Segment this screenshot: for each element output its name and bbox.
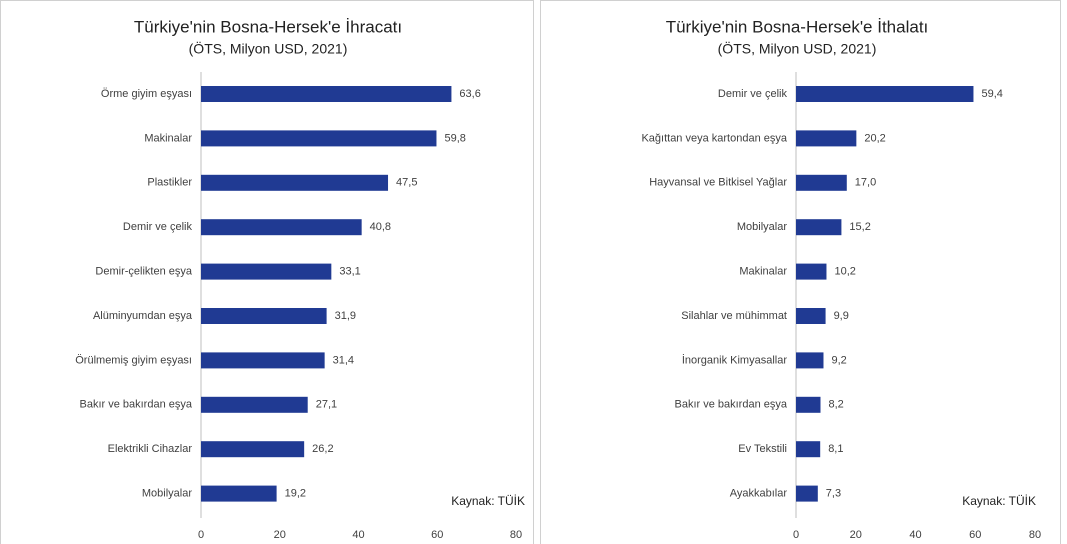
value-label: 47,5 — [396, 177, 417, 189]
y-tick-label: Ev Tekstili — [738, 443, 787, 455]
y-tick-label: Alüminyumdan eşya — [93, 310, 193, 322]
y-tick-label: Bakır ve bakırdan eşya — [79, 399, 192, 411]
x-tick-label: 60 — [431, 529, 443, 541]
y-tick-label: Elektrikli Cihazlar — [108, 443, 193, 455]
bar — [796, 485, 818, 502]
bar — [201, 263, 332, 280]
x-tick-label: 60 — [969, 529, 981, 541]
y-tick-label: Demir ve çelik — [718, 88, 788, 100]
value-label: 17,0 — [855, 177, 876, 189]
bar — [796, 352, 824, 369]
x-tick-label: 0 — [198, 529, 204, 541]
panel — [540, 0, 1061, 544]
value-label: 26,2 — [312, 443, 333, 455]
value-label: 7,3 — [826, 488, 841, 500]
bar — [201, 219, 362, 236]
chart-title: Türkiye'nin Bosna-Hersek'e İthalatı — [666, 17, 929, 36]
y-tick-label: Örme giyim eşyası — [101, 88, 192, 100]
value-label: 8,1 — [828, 443, 843, 455]
bar — [201, 441, 305, 458]
bar — [201, 308, 327, 324]
bar — [201, 174, 389, 191]
value-label: 40,8 — [370, 221, 391, 233]
y-tick-label: Ayakkabılar — [730, 488, 788, 500]
bar — [201, 86, 452, 102]
y-tick-label: Plastikler — [147, 177, 192, 189]
x-tick-label: 20 — [850, 529, 862, 541]
x-tick-label: 80 — [1029, 529, 1041, 541]
value-label: 9,9 — [834, 310, 849, 322]
bar — [796, 130, 857, 147]
value-label: 19,2 — [285, 488, 306, 500]
bar — [201, 485, 277, 502]
x-tick-label: 20 — [274, 529, 286, 541]
bar — [796, 86, 974, 102]
x-tick-label: 40 — [909, 529, 921, 541]
y-tick-label: İnorganik Kimyasallar — [682, 353, 787, 366]
y-tick-label: Mobilyalar — [142, 488, 192, 500]
panel — [0, 0, 534, 544]
y-tick-label: Makinalar — [144, 132, 192, 144]
value-label: 27,1 — [316, 399, 337, 411]
y-tick-label: Makinalar — [739, 266, 787, 278]
value-label: 15,2 — [849, 221, 870, 233]
bar — [201, 130, 437, 147]
annotation: Kaynak: TÜİK — [451, 494, 525, 508]
x-tick-label: 0 — [793, 529, 799, 541]
y-tick-label: Demir-çelikten eşya — [95, 266, 192, 278]
bar — [796, 396, 821, 413]
bar — [796, 174, 847, 191]
y-tick-label: Demir ve çelik — [123, 221, 193, 233]
annotation: Kaynak: TÜİK — [962, 494, 1036, 508]
value-label: 33,1 — [339, 266, 360, 278]
x-tick-label: 80 — [510, 529, 522, 541]
bar — [796, 308, 826, 324]
bar — [796, 263, 827, 280]
chart-subtitle: (ÖTS, Milyon USD, 2021) — [718, 40, 877, 57]
y-tick-label: Silahlar ve mühimmat — [681, 310, 787, 322]
bar — [201, 352, 325, 369]
value-label: 59,4 — [981, 88, 1002, 100]
y-tick-label: Örülmemiş giyim eşyası — [75, 354, 192, 366]
value-label: 9,2 — [831, 354, 846, 366]
value-label: 31,4 — [333, 354, 354, 366]
value-label: 10,2 — [834, 266, 855, 278]
y-tick-label: Kağıttan veya kartondan eşya — [641, 132, 787, 144]
chart-subtitle: (ÖTS, Milyon USD, 2021) — [189, 40, 348, 57]
value-label: 31,9 — [335, 310, 356, 322]
y-tick-label: Bakır ve bakırdan eşya — [674, 399, 787, 411]
value-label: 59,8 — [444, 132, 465, 144]
bar — [796, 219, 842, 236]
value-label: 8,2 — [828, 399, 843, 411]
bar — [796, 441, 821, 458]
value-label: 63,6 — [459, 88, 480, 100]
y-tick-label: Mobilyalar — [737, 221, 787, 233]
x-tick-label: 40 — [352, 529, 364, 541]
value-label: 20,2 — [864, 132, 885, 144]
chart-title: Türkiye'nin Bosna-Hersek'e İhracatı — [134, 17, 402, 36]
y-tick-label: Hayvansal ve Bitkisel Yağlar — [649, 177, 787, 189]
bar — [201, 396, 308, 413]
